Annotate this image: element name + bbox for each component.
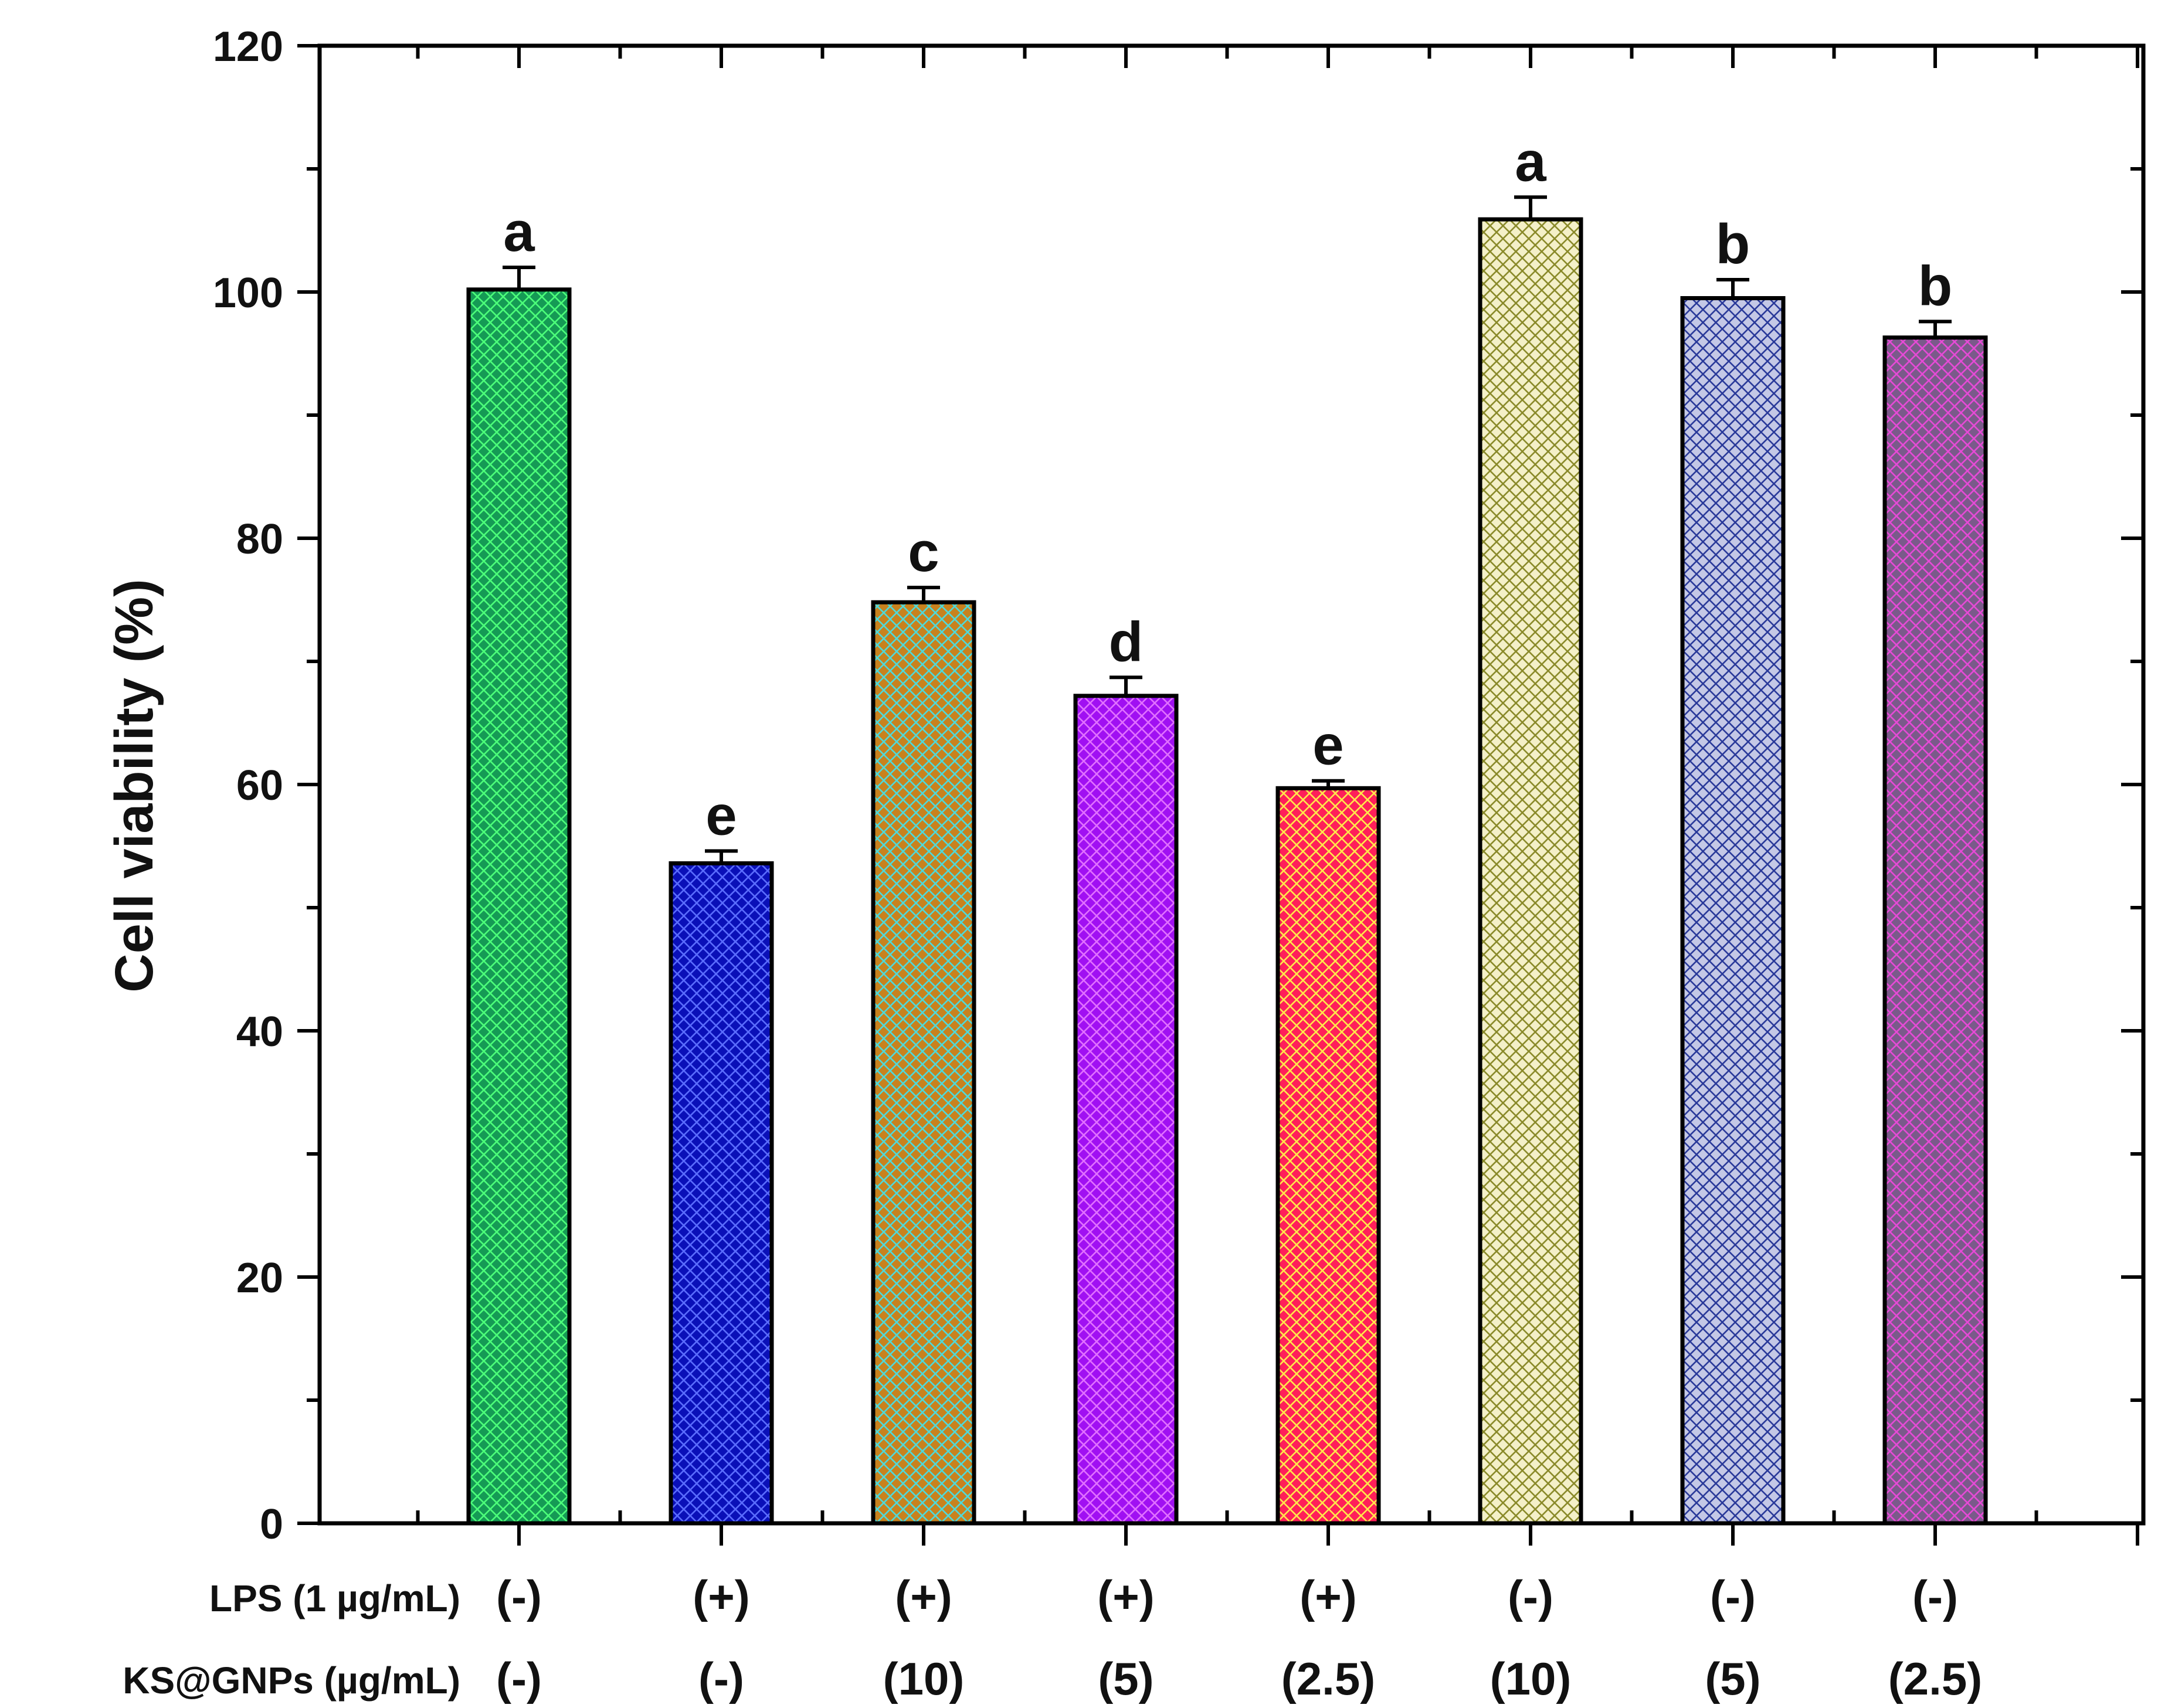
ks-row-label: KS@GNPs (µg/mL) xyxy=(123,1659,460,1702)
lps-condition-label: (+) xyxy=(1300,1571,1357,1622)
significance-letter: a xyxy=(1515,130,1546,193)
significance-letter: e xyxy=(705,784,737,847)
bar xyxy=(1478,217,1583,1526)
error-bars xyxy=(503,195,1952,864)
lps-row-label: LPS (1 µg/mL) xyxy=(209,1577,460,1619)
lps-condition-label: (-) xyxy=(496,1571,542,1622)
ks-condition-label: (10) xyxy=(1490,1653,1572,1704)
bar xyxy=(1275,786,1381,1526)
significance-letter: b xyxy=(1716,213,1750,276)
plot-area xyxy=(317,43,2146,1526)
bar xyxy=(1680,296,1786,1526)
y-axis-title: Cell viability (%) xyxy=(104,579,164,993)
bar xyxy=(669,861,774,1526)
ks-condition-label: (2.5) xyxy=(1888,1653,1982,1704)
bars xyxy=(466,217,1988,1526)
significance-letter: b xyxy=(1918,254,1953,317)
y-tick-label: 120 xyxy=(213,23,283,70)
bar xyxy=(1073,694,1179,1526)
significance-letter: e xyxy=(1312,714,1343,777)
lps-condition-label: (+) xyxy=(1097,1571,1155,1622)
significance-letters: a e c d e a b b xyxy=(503,130,1952,847)
ks-condition-label: (2.5) xyxy=(1281,1653,1375,1704)
lps-condition-label: (-) xyxy=(1710,1571,1756,1622)
bar xyxy=(1882,335,1988,1526)
y-tick-label: 60 xyxy=(236,762,283,809)
bar xyxy=(871,600,976,1526)
ks-condition-label: (-) xyxy=(496,1653,542,1704)
significance-letter: c xyxy=(908,521,939,583)
significance-letter: a xyxy=(503,201,535,263)
lps-condition-label: (-) xyxy=(1508,1571,1553,1622)
plot-frame xyxy=(317,43,2146,1526)
axis-ticks xyxy=(297,44,2143,1546)
y-tick-label: 40 xyxy=(236,1008,283,1055)
condition-labels: (-) (-) (+) (-) (+) (10) (+) (5) (+) (2.5) (-) (10)… xyxy=(496,1571,1982,1704)
ks-condition-label: (10) xyxy=(883,1653,965,1704)
y-tick-labels: 0 20 40 60 80 100 120 xyxy=(213,23,283,1548)
y-tick-label: 0 xyxy=(260,1501,283,1548)
bar xyxy=(466,287,572,1526)
lps-condition-label: (-) xyxy=(1912,1571,1958,1622)
ks-condition-label: (5) xyxy=(1098,1653,1153,1704)
lps-condition-label: (+) xyxy=(895,1571,952,1622)
y-tick-label: 80 xyxy=(236,516,283,563)
significance-letter: d xyxy=(1109,610,1144,673)
y-tick-label: 20 xyxy=(236,1255,283,1302)
lps-condition-label: (+) xyxy=(693,1571,750,1622)
ks-condition-label: (5) xyxy=(1705,1653,1760,1704)
ks-condition-label: (-) xyxy=(698,1653,744,1704)
y-tick-label: 100 xyxy=(213,270,283,317)
